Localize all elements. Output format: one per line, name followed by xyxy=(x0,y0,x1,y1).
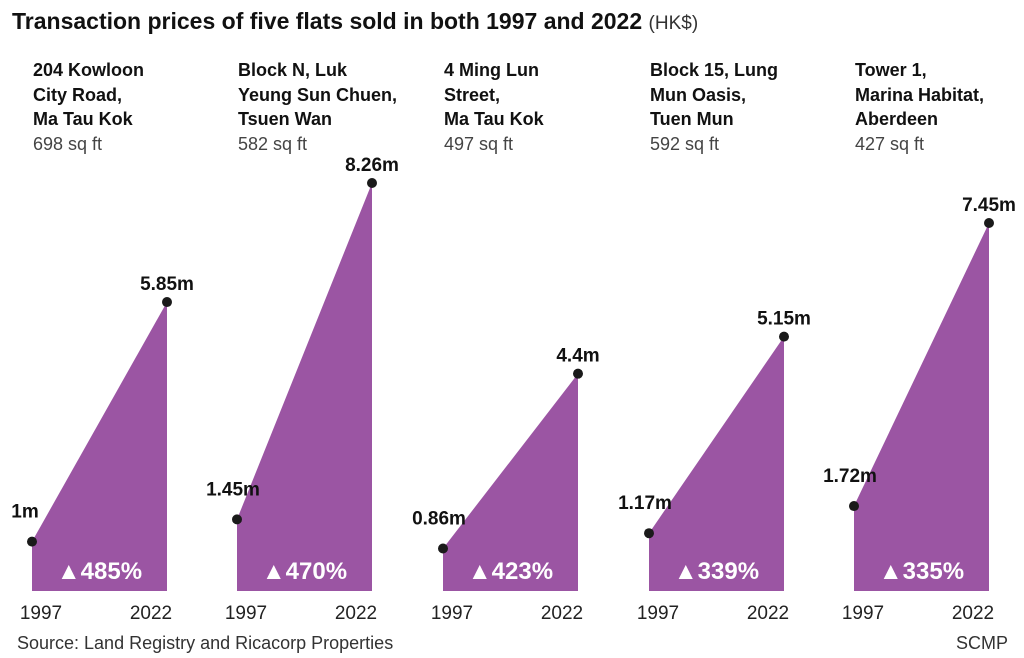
x-tick-2022: 2022 xyxy=(335,603,377,624)
flat-address: Block N, Luk Yeung Sun Chuen, Tsuen Wan xyxy=(238,60,398,129)
flat-address: 204 Kowloon City Road, Ma Tau Kok xyxy=(33,60,145,129)
percent-change: ▲339% xyxy=(674,558,759,585)
panel-header: 4 Ming Lun Street, Ma Tau Kok 497 sq ft xyxy=(444,58,614,156)
panel-header: Block 15, Lung Mun Oasis, Tuen Mun 592 sq… xyxy=(650,58,820,156)
x-tick-2022: 2022 xyxy=(747,603,789,624)
title-text: Transaction prices of five flats sold in… xyxy=(12,8,643,34)
x-tick-2022: 2022 xyxy=(130,603,172,624)
point-1997 xyxy=(27,536,37,547)
point-2022 xyxy=(162,297,172,308)
percent-change: ▲335% xyxy=(879,558,964,585)
flat-address: Block 15, Lung Mun Oasis, Tuen Mun xyxy=(650,60,779,129)
flat-size: 582 sq ft xyxy=(238,133,308,154)
label-1997: 1.45m xyxy=(206,479,260,500)
point-2022 xyxy=(367,178,377,188)
label-2022: 5.15m xyxy=(757,309,811,330)
point-1997 xyxy=(438,543,448,554)
label-1997: 1.17m xyxy=(618,493,672,514)
flat-size: 427 sq ft xyxy=(855,133,925,154)
flat-size: 698 sq ft xyxy=(33,133,103,154)
flat-address: 4 Ming Lun Street, Ma Tau Kok xyxy=(444,60,544,129)
x-tick-1997: 1997 xyxy=(637,603,679,624)
credit: SCMP xyxy=(955,633,1008,653)
price-area xyxy=(237,183,372,591)
x-tick-2022: 2022 xyxy=(541,603,583,624)
percent-change: ▲485% xyxy=(57,558,142,585)
x-tick-1997: 1997 xyxy=(842,603,884,624)
point-1997 xyxy=(849,501,859,512)
flat-size: 592 sq ft xyxy=(650,133,720,154)
label-2022: 7.45m xyxy=(962,195,1016,216)
label-1997: 1m xyxy=(11,502,38,523)
price-area xyxy=(443,373,578,591)
x-tick-1997: 1997 xyxy=(431,603,473,624)
point-2022 xyxy=(984,218,994,229)
label-2022: 5.85m xyxy=(140,274,194,295)
percent-change: ▲470% xyxy=(262,558,347,585)
x-tick-2022: 2022 xyxy=(952,603,994,624)
point-1997 xyxy=(644,528,654,539)
source-note: Source: Land Registry and Ricacorp Prope… xyxy=(17,633,394,653)
chart-title: Transaction prices of five flats sold in… xyxy=(12,8,698,35)
label-1997: 1.72m xyxy=(823,466,877,487)
flat-address: Tower 1, Marina Habitat, Aberdeen xyxy=(855,60,985,129)
price-area xyxy=(649,336,784,591)
label-1997: 0.86m xyxy=(412,509,466,530)
label-2022: 4.4m xyxy=(556,346,599,367)
point-2022 xyxy=(779,331,789,342)
price-area xyxy=(854,223,989,591)
point-2022 xyxy=(573,368,583,379)
flat-size: 497 sq ft xyxy=(444,133,514,154)
percent-change: ▲423% xyxy=(468,558,553,585)
point-1997 xyxy=(232,514,242,525)
panel-header: Block N, Luk Yeung Sun Chuen, Tsuen Wan 5… xyxy=(238,58,408,156)
x-tick-1997: 1997 xyxy=(225,603,267,624)
x-tick-1997: 1997 xyxy=(20,603,62,624)
label-2022: 8.26m xyxy=(345,155,399,176)
panel-header: 204 Kowloon City Road, Ma Tau Kok 698 sq … xyxy=(33,58,203,156)
panel-header: Tower 1, Marina Habitat, Aberdeen 427 sq … xyxy=(855,58,1024,156)
price-area xyxy=(32,302,167,591)
unit-label: (HK$) xyxy=(648,13,699,34)
